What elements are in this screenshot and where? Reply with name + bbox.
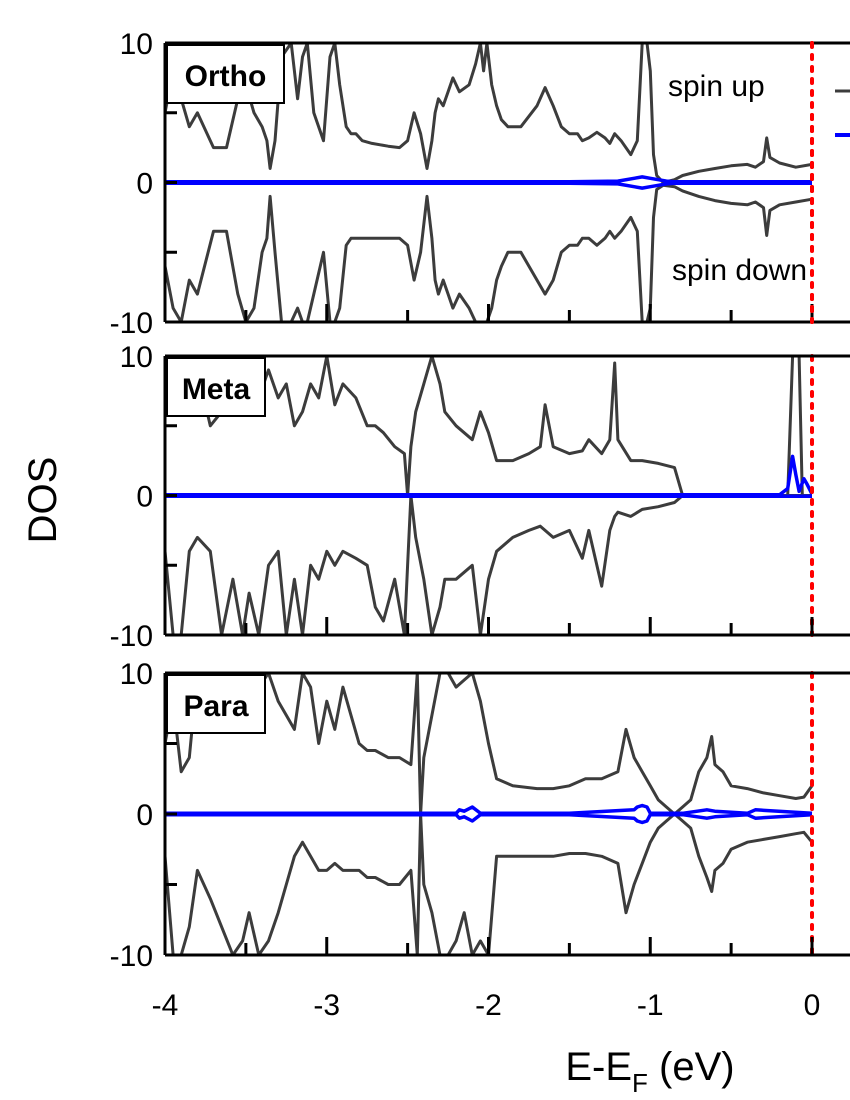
y-tick-label: 0 — [136, 481, 153, 514]
y-tick-label: 10 — [120, 658, 153, 691]
x-axis-label-subscript: F — [632, 1068, 648, 1098]
y-tick-label: 10 — [120, 28, 153, 61]
panel-label-box — [166, 357, 266, 417]
x-axis-label: E-EF (eV) — [565, 1045, 734, 1098]
dos-curve-para-2 — [165, 803, 813, 816]
x-tick-label: 0 — [804, 989, 821, 1022]
panel-meta: 10 0 -10 Meta — [110, 341, 850, 653]
dos-curve-meta-2 — [165, 454, 814, 497]
y-tick-label: 10 — [120, 341, 153, 374]
panel-label-box — [166, 44, 285, 104]
y-axis-label: DOS — [21, 457, 65, 544]
spin-down-bg — [668, 251, 848, 291]
panel-label: Meta — [182, 373, 251, 406]
x-axis-label-unit: (eV) — [648, 1045, 735, 1089]
dos-curve-para-3 — [165, 812, 813, 825]
x-tick-label: -4 — [152, 989, 179, 1022]
y-tick-label: -10 — [110, 940, 153, 973]
x-tick-label: -2 — [475, 989, 502, 1022]
panel-label: Para — [183, 690, 248, 723]
dos-curve-meta-1 — [165, 494, 812, 635]
dos-curve-para-1 — [165, 812, 814, 955]
panel-ortho: 10 0 -10 Ortho spin up spin down — [110, 28, 850, 340]
x-tick-label: -1 — [637, 989, 664, 1022]
x-tick-label: -3 — [313, 989, 340, 1022]
spin-down-label: spin down — [672, 254, 807, 287]
y-tick-label: 0 — [136, 799, 153, 832]
dos-curve-meta-0 — [165, 356, 812, 497]
legend-box — [655, 45, 848, 113]
panel-label: Ortho — [185, 60, 267, 93]
spin-up-label: spin up — [668, 70, 765, 103]
dos-curve-ortho-3 — [165, 181, 812, 190]
panel-data-group — [165, 673, 814, 955]
y-tick-label: 0 — [136, 168, 153, 201]
dos-curve-ortho-1 — [165, 183, 813, 322]
dos-curve-para-0 — [165, 673, 814, 816]
dos-curve-ortho-2 — [165, 175, 812, 184]
x-axis-label-main: E-E — [565, 1045, 632, 1089]
panel-label-box — [166, 674, 266, 734]
y-tick-label: -10 — [110, 620, 153, 653]
y-tick-label: -10 — [110, 307, 153, 340]
panel-data-group — [165, 356, 814, 635]
panel-para: 10 0 -10 Para — [110, 658, 850, 973]
